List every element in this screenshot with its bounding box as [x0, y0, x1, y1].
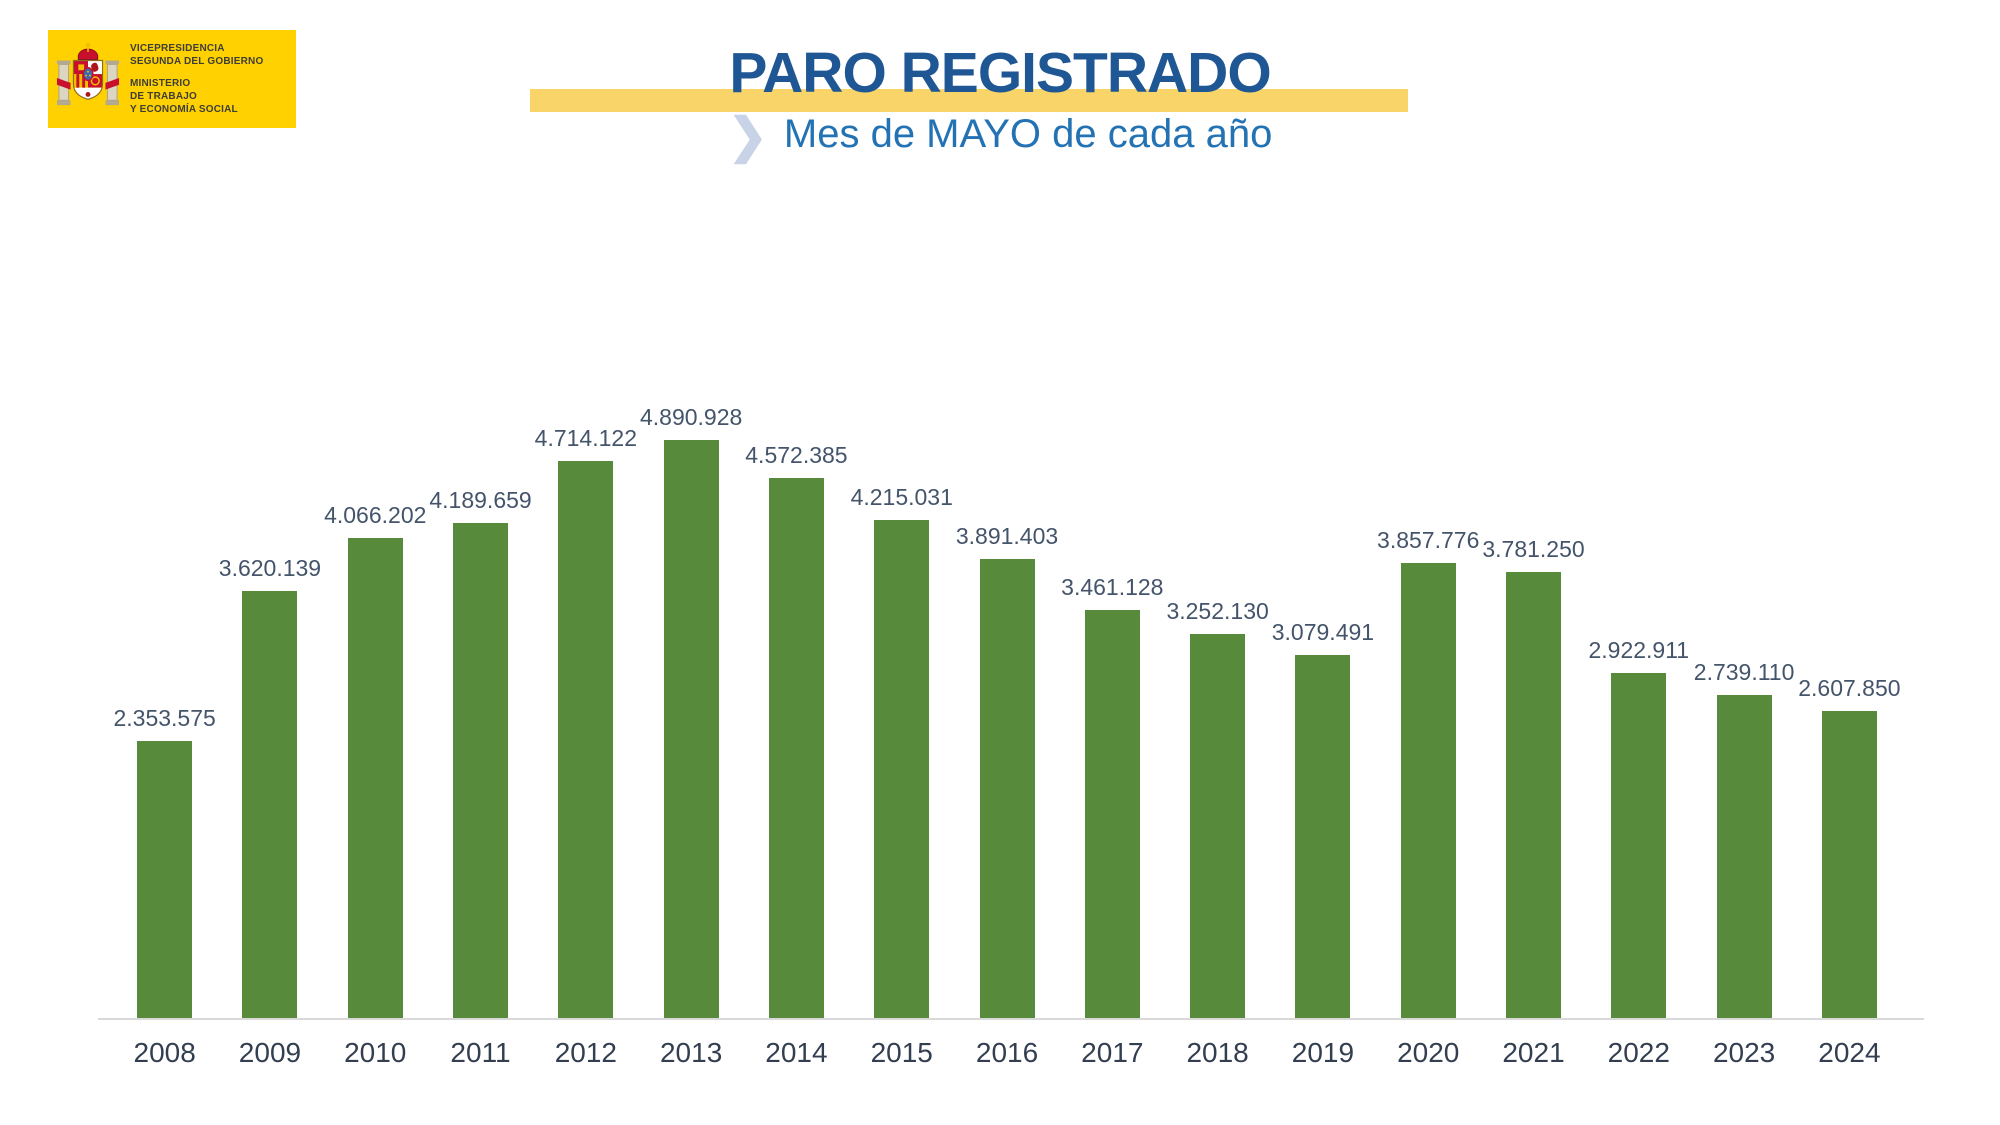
bar-column: 4.189.659 2011	[428, 392, 533, 1078]
logo-ministry-line: MINISTERIO	[130, 78, 191, 89]
x-axis-label: 2022	[1607, 1037, 1670, 1068]
bar-chart: 2.353.575 2008 3.620.139 2009 4.066.202 2010 4…	[98, 392, 1924, 1078]
page-subtitle-row: ❯ Mes de MAYO de cada año	[0, 110, 2000, 163]
x-axis-label: 2017	[1081, 1037, 1144, 1068]
x-axis-label: 2021	[1502, 1037, 1565, 1068]
bar-value-label: 2.739.110	[1693, 659, 1795, 685]
bar-2008	[137, 741, 193, 1020]
bar-column: 3.891.403 2016	[954, 392, 1059, 1078]
x-axis-line	[98, 1018, 1924, 1020]
spain-coat-of-arms-icon	[56, 41, 120, 118]
bar-value-label: 3.891.403	[955, 523, 1059, 549]
ministry-logo: VICEPRESIDENCIA SEGUNDA DEL GOBIERNO MIN…	[48, 30, 296, 128]
bar-column: 4.215.031 2015	[849, 392, 954, 1078]
x-axis-label: 2011	[450, 1037, 511, 1068]
bar-value-label: 4.890.928	[639, 404, 743, 430]
bar-2015	[874, 520, 930, 1020]
bar-2018	[1190, 634, 1246, 1020]
bar-value-label: 3.079.491	[1271, 619, 1375, 645]
x-axis-label: 2009	[238, 1037, 302, 1068]
bar-value-label: 4.189.659	[429, 487, 532, 513]
bar-column: 3.781.250 2021	[1481, 392, 1586, 1078]
logo-ministry-line: Y ECONOMÍA SOCIAL	[130, 104, 238, 115]
bar-value-label: 3.781.250	[1482, 536, 1585, 562]
bar-value-label: 2.922.911	[1588, 637, 1690, 663]
x-axis-label: 2020	[1397, 1037, 1460, 1068]
x-axis-label: 2013	[659, 1037, 723, 1068]
bar-column: 3.620.139 2009	[217, 392, 322, 1078]
bar-2019	[1295, 655, 1351, 1020]
bar-value-label: 2.607.850	[1798, 675, 1901, 701]
bar-2012	[558, 461, 614, 1020]
bar-column: 3.079.491 2019	[1270, 392, 1375, 1078]
bar-value-label: 3.461.128	[1061, 574, 1164, 600]
bar-2010	[347, 538, 403, 1020]
bar-column: 3.857.776 2020	[1376, 392, 1481, 1078]
x-axis-label: 2010	[344, 1037, 407, 1068]
title-highlight-band	[530, 89, 1408, 112]
bar-value-label: 4.572.385	[745, 442, 848, 468]
bar-value-label: 4.714.122	[534, 425, 637, 451]
bar-column: 4.066.202 2010	[323, 392, 428, 1078]
bar-column: 2.607.850 2024	[1797, 392, 1902, 1078]
bar-column: 4.890.928 2013	[638, 392, 743, 1078]
bar-value-label: 3.252.130	[1166, 598, 1269, 624]
bar-2023	[1716, 695, 1772, 1020]
bar-value-label: 4.215.031	[850, 484, 953, 510]
bar-2017	[1084, 610, 1140, 1020]
bar-2009	[242, 591, 298, 1020]
x-axis-label: 2015	[870, 1037, 933, 1068]
page-title: PARO REGISTRADO	[729, 41, 1271, 105]
bar-column: 3.461.128 2017	[1060, 392, 1165, 1078]
bar-2024	[1821, 711, 1877, 1020]
bar-column: 4.572.385 2014	[744, 392, 849, 1078]
ministry-logo-text: VICEPRESIDENCIA SEGUNDA DEL GOBIERNO MIN…	[130, 42, 263, 116]
x-axis-label: 2023	[1712, 1037, 1776, 1068]
bar-2011	[453, 523, 509, 1020]
bar-2021	[1506, 572, 1561, 1020]
x-axis-label: 2014	[765, 1037, 828, 1068]
bar-value-label: 3.620.139	[218, 555, 322, 581]
x-axis-label: 2016	[975, 1037, 1039, 1068]
logo-org-line: VICEPRESIDENCIA	[130, 43, 225, 54]
x-axis-label: 2024	[1818, 1037, 1881, 1068]
x-axis-label: 2019	[1291, 1037, 1355, 1068]
bar-column: 3.252.130 2018	[1165, 392, 1270, 1078]
bar-column: 2.739.110 2023	[1691, 392, 1796, 1078]
page-subtitle: Mes de MAYO de cada año	[783, 111, 1273, 156]
bar-value-label: 2.353.575	[113, 705, 216, 731]
bar-2013	[663, 440, 719, 1020]
bar-column: 2.353.575 2008	[112, 392, 217, 1078]
bar-value-label: 4.066.202	[324, 502, 427, 528]
x-axis-label: 2018	[1186, 1037, 1249, 1068]
logo-ministry-line: DE TRABAJO	[130, 91, 198, 102]
x-axis-label: 2012	[554, 1037, 617, 1068]
x-axis-label: 2008	[133, 1037, 196, 1068]
bar-2022	[1611, 673, 1667, 1020]
bar-2016	[979, 559, 1035, 1020]
bar-value-label: 3.857.776	[1377, 527, 1480, 553]
bar-column: 2.922.911 2022	[1586, 392, 1691, 1078]
logo-org-line: SEGUNDA DEL GOBIERNO	[130, 56, 264, 67]
bar-column: 4.714.122 2012	[533, 392, 638, 1078]
chevron-right-icon: ❯	[727, 110, 768, 163]
bar-2020	[1400, 563, 1456, 1020]
bar-2014	[768, 478, 824, 1020]
